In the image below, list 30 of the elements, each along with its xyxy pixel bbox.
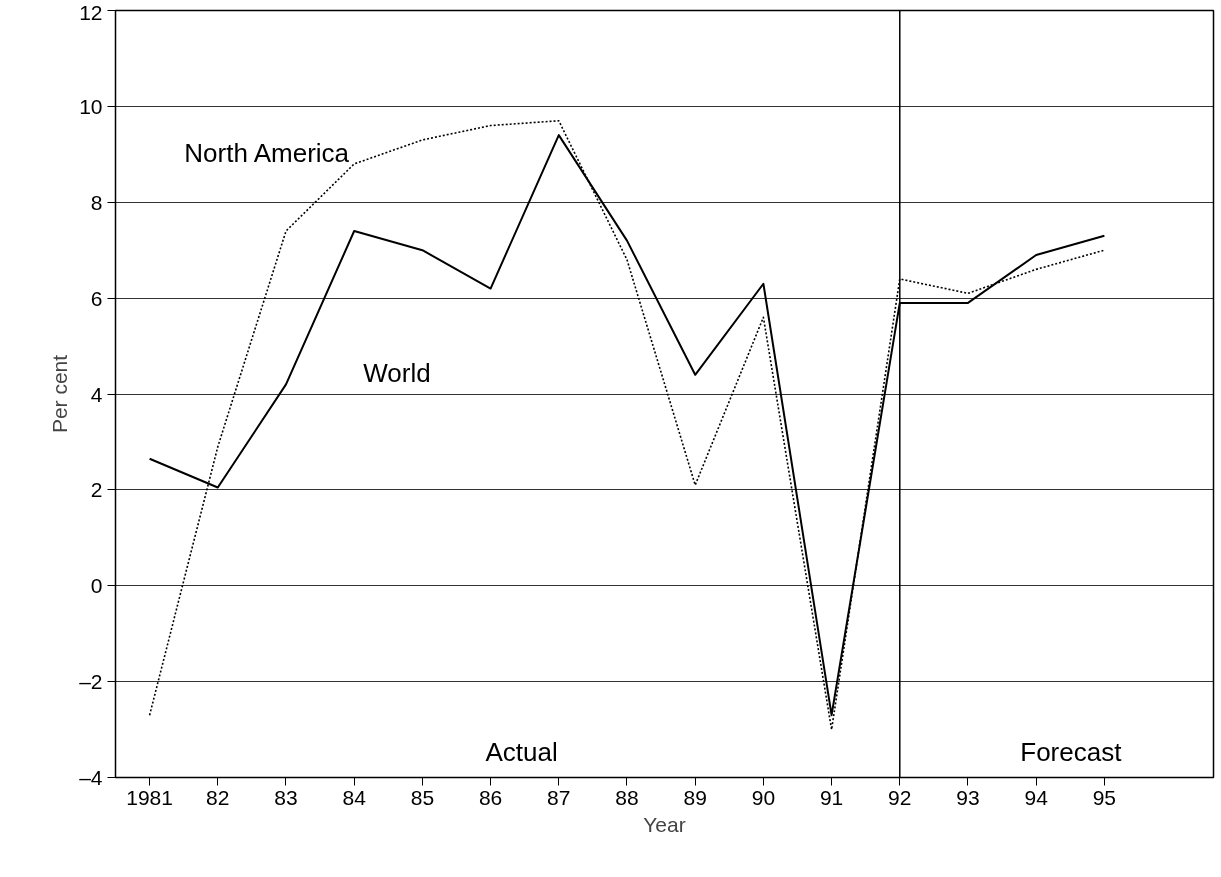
y-tick-label: 10 <box>79 94 103 118</box>
x-tick-label: 85 <box>410 785 435 809</box>
y-tick-label: 12 <box>79 0 103 24</box>
x-tick-label: 90 <box>751 785 776 809</box>
x-tick-label: 1981 <box>126 785 173 809</box>
y-tick-label: 4 <box>90 382 103 406</box>
x-tick-label: 87 <box>547 785 571 809</box>
x-tick-label: 94 <box>1024 785 1049 809</box>
x-tick-label: 93 <box>956 785 980 809</box>
x-tick-label: 88 <box>615 785 639 809</box>
annotation: Actual <box>485 737 558 768</box>
y-tick-label: –2 <box>79 670 103 694</box>
y-tick-label: 6 <box>90 286 103 310</box>
y-tick-label: 2 <box>90 478 103 502</box>
annotation: Forecast <box>1020 737 1123 768</box>
y-tick-label: 0 <box>90 574 103 598</box>
text: World <box>363 358 431 389</box>
x-tick-label: 95 <box>1092 785 1117 809</box>
y-axis-title: Per cent <box>48 354 72 434</box>
x-tick-label: 84 <box>342 785 367 809</box>
x-tick-label: 82 <box>206 785 230 809</box>
x-axis-title: Year <box>643 812 686 836</box>
x-tick-label: 91 <box>819 785 844 809</box>
x-tick-label: 86 <box>478 785 503 809</box>
x-tick-label: 92 <box>888 785 912 809</box>
x-tick-label: 89 <box>683 785 707 809</box>
y-tick-label: 8 <box>90 190 103 214</box>
series-label: North America <box>184 138 350 169</box>
x-tick-label: 83 <box>274 785 298 809</box>
y-tick-label: –4 <box>79 766 103 789</box>
